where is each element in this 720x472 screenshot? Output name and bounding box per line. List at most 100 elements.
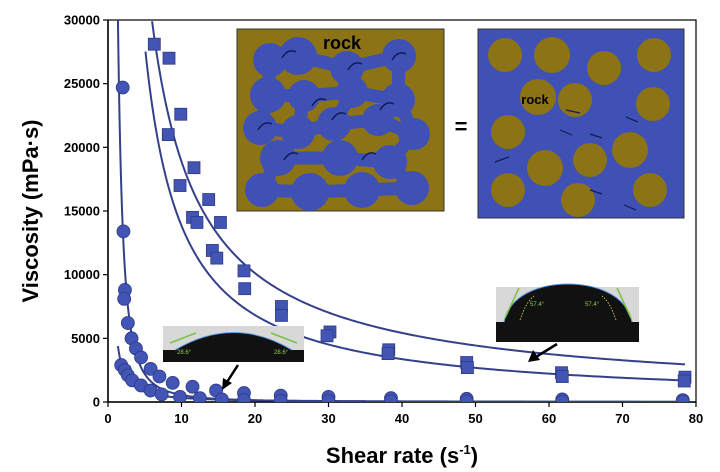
contact-angle-label-right-1: 57.4°	[530, 302, 545, 308]
y-tick-label: 20000	[64, 140, 100, 155]
flow-arrow	[559, 129, 573, 136]
square-marker	[238, 282, 252, 296]
circle-marker	[116, 224, 131, 239]
flow-arrow	[361, 152, 377, 161]
contact-angle-image-2: 57.4° 57.4°	[496, 283, 639, 342]
x-axis-title: Shear rate (s-1)	[326, 442, 478, 468]
pointer-arrow-1	[222, 364, 240, 390]
square-marker	[162, 51, 176, 65]
y-tick-label: 10000	[64, 267, 100, 282]
circle-marker	[555, 394, 570, 402]
y-ticks: 0 5000 10000 15000 20000 25000 30000	[64, 13, 108, 410]
rock-schematic-2: rock	[477, 28, 685, 219]
square-marker	[275, 309, 288, 322]
square-marker	[174, 107, 188, 121]
flow-arrow	[331, 112, 347, 121]
fluid-grain	[322, 140, 358, 176]
flow-arrow	[281, 50, 297, 59]
square-marker	[214, 216, 227, 229]
flow-arrow	[589, 189, 603, 195]
rock-grain	[633, 173, 667, 207]
fluid-grain	[336, 76, 368, 108]
contact-angle-label-left-1: 28.6°	[177, 350, 192, 356]
rock-grain	[573, 143, 607, 177]
fluid-grain	[395, 171, 429, 205]
circle-marker	[120, 316, 135, 330]
square-marker	[161, 128, 175, 142]
flow-arrow	[347, 62, 363, 71]
fluid-grain	[250, 77, 286, 113]
fluid-grain	[253, 43, 287, 77]
square-marker	[147, 37, 161, 51]
fluid-grain	[398, 118, 430, 150]
circle-marker	[459, 394, 474, 402]
rock-grain	[488, 38, 522, 72]
square-marker	[187, 161, 201, 175]
rock-grain	[534, 37, 570, 73]
circle-marker	[173, 390, 187, 402]
circle-marker	[675, 394, 690, 402]
y-axis-title: Viscosity (mPa·s)	[18, 119, 43, 302]
x-axis-title-main: Shear rate (s	[326, 443, 459, 468]
x-axis-title-close: )	[471, 443, 478, 468]
rock-grain	[520, 79, 556, 115]
data-markers	[114, 37, 692, 402]
circle-marker	[321, 394, 336, 402]
fluid-grain	[344, 172, 380, 208]
x-tick-label: 40	[395, 411, 409, 426]
contact-angle-label-right-2: 57.4°	[585, 302, 600, 308]
circle-marker	[215, 392, 229, 402]
flow-arrow	[494, 156, 510, 163]
circle-marker	[134, 350, 148, 365]
equals-sign: =	[455, 114, 468, 139]
square-marker	[320, 329, 334, 343]
circle-marker	[185, 379, 200, 394]
flow-arrows-1	[257, 50, 407, 161]
rock-grain	[491, 173, 525, 207]
x-tick-label: 10	[174, 411, 188, 426]
circle-marker	[117, 291, 132, 306]
fit-squares-upper	[151, 21, 686, 366]
fluid-grain	[245, 173, 279, 207]
fit-squares-lower	[144, 51, 686, 382]
rock-label-1: rock	[323, 33, 362, 53]
square-marker	[381, 347, 395, 361]
fluid-grain	[373, 145, 407, 179]
x-tick-label: 60	[542, 411, 556, 426]
flow-arrow	[623, 204, 637, 211]
x-tick-label: 80	[689, 411, 703, 426]
rock-grain	[491, 115, 525, 149]
y-tick-label: 15000	[64, 204, 100, 219]
square-marker	[202, 193, 216, 206]
square-marker	[677, 374, 691, 388]
x-tick-label: 70	[615, 411, 629, 426]
circle-marker	[237, 393, 251, 402]
y-tick-label: 0	[93, 395, 100, 410]
rock-grain	[561, 183, 595, 217]
x-tick-label: 20	[248, 411, 262, 426]
fluid-grain	[382, 39, 416, 73]
flow-arrow	[283, 152, 299, 161]
flow-arrow	[589, 133, 603, 139]
fluid-grain	[291, 173, 329, 211]
rock-grain	[587, 51, 621, 85]
circle-marker	[384, 394, 398, 402]
fluid-grain	[381, 83, 415, 117]
y-tick-label: 30000	[64, 13, 100, 28]
x-tick-label: 50	[468, 411, 482, 426]
flow-arrow	[379, 102, 395, 111]
square-marker	[555, 370, 569, 383]
fluid-grain	[279, 37, 317, 75]
x-tick-label: 0	[104, 411, 111, 426]
contact-angle-image-1: 28.6° 28.6°	[163, 326, 304, 362]
fluid-grain	[362, 104, 394, 136]
circle-marker	[192, 391, 207, 402]
rock-grain	[637, 38, 671, 72]
pointer-arrow-2	[528, 342, 558, 362]
square-marker	[210, 251, 224, 265]
circle-marker	[115, 80, 130, 95]
flow-arrow	[565, 109, 581, 114]
fluid-grain	[260, 140, 296, 176]
fluid-grain	[288, 80, 320, 112]
